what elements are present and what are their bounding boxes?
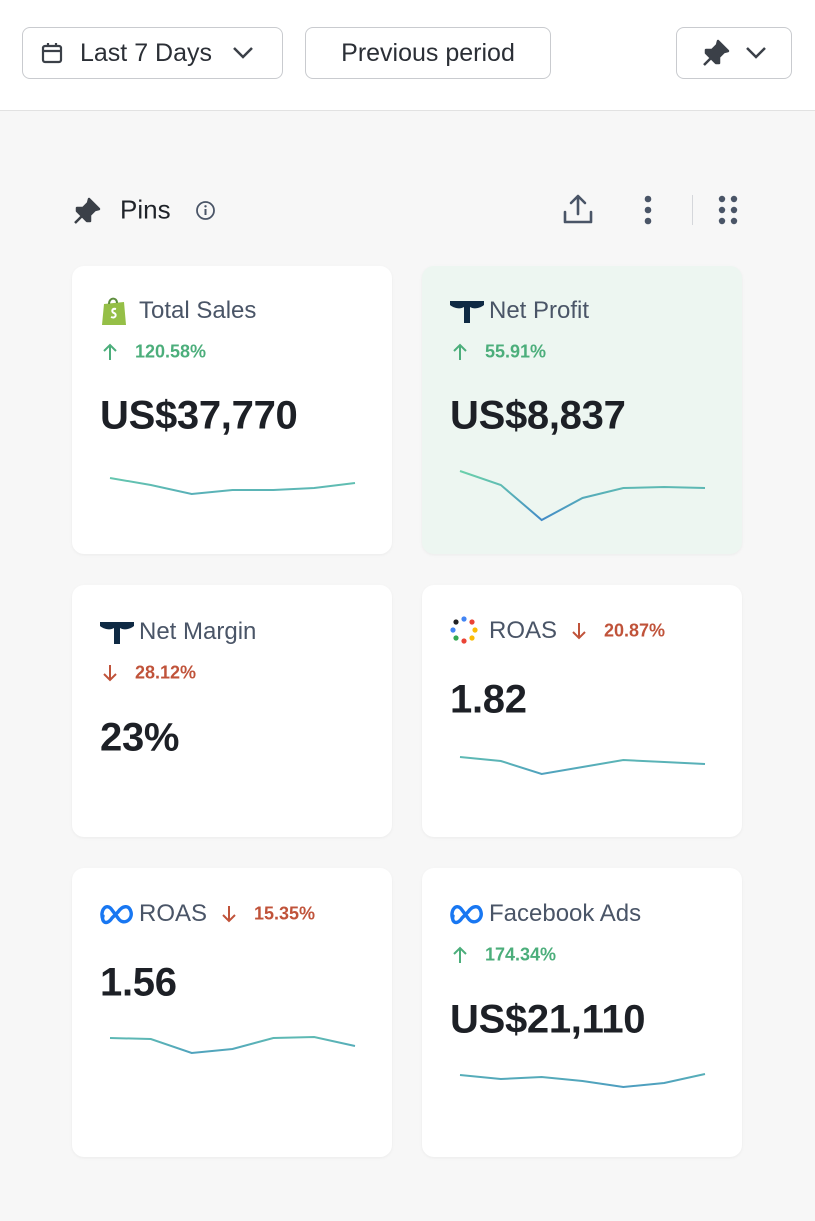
sparkline-path [459,1073,706,1089]
metric-value: 23% [100,715,180,760]
comparison-button[interactable]: Previous period [305,27,551,79]
change-value: 28.12% [135,662,197,683]
pins-icon [74,197,101,224]
pin-menu-button[interactable] [676,27,792,79]
toolbar: Last 7 Days Previous period [0,0,815,111]
change-arrow [103,665,117,682]
change-value: 120.58% [135,341,207,362]
card-title: ROAS [139,900,208,927]
card-title: Net Profit [489,297,590,324]
source-icon [100,905,133,925]
metric-card[interactable]: ROAS 20.87% 1.82 [422,585,742,837]
sparkline [459,756,706,776]
source-icon [450,616,478,644]
sparkline [459,1073,706,1089]
change-value: 55.91% [485,341,547,362]
metric-card[interactable]: ROAS 15.35% 1.56 [72,868,392,1157]
metric-card[interactable]: Net Profit 55.91% US$8,837 [422,266,742,554]
change-value: 20.87% [604,620,666,641]
drag-handle[interactable] [716,194,740,226]
metric-value: US$8,837 [450,393,626,438]
date-range-button[interactable]: Last 7 Days [22,27,283,79]
metric-card[interactable]: Net Margin 28.12% 23% [72,585,392,837]
card-title: Total Sales [139,297,257,324]
sparkline [109,1035,356,1055]
comparison-label: Previous period [341,38,515,67]
sparkline-path [109,1035,356,1055]
change-value: 15.35% [254,903,316,924]
change-arrow [453,343,467,360]
change-arrow [572,623,586,640]
date-range-label: Last 7 Days [80,38,213,67]
source-icon [450,905,483,925]
card-title: ROAS [489,617,558,644]
change-arrow [222,906,236,923]
change-arrow [103,343,117,360]
source-icon [100,622,134,644]
export-icon[interactable] [560,192,596,228]
calendar-icon [41,43,63,64]
metric-value: 1.82 [450,677,527,722]
info-icon[interactable] [195,200,216,221]
chevron [746,47,766,59]
section-title: Pins [120,194,171,225]
metric-value: 1.56 [100,960,177,1005]
card-title: Facebook Ads [489,900,642,927]
source-icon [102,297,126,325]
divider [692,195,693,225]
sparkline [459,470,706,522]
metric-card[interactable]: Facebook Ads 174.34% US$21,110 [422,868,742,1157]
chevron [233,47,253,59]
sparkline-path [459,756,706,776]
change-value: 174.34% [485,944,557,965]
change-arrow [453,946,467,963]
metric-value: US$21,110 [450,997,646,1042]
sparkline [109,477,356,496]
sparkline-path [459,470,706,522]
sparkline-path [109,477,356,496]
metric-value: US$37,770 [100,393,298,438]
source-icon [450,301,484,323]
card-title: Net Margin [139,618,257,645]
more-icon[interactable] [640,194,656,226]
pin-icon [703,39,730,66]
metric-card[interactable]: Total Sales 120.58% US$37,770 [72,266,392,554]
